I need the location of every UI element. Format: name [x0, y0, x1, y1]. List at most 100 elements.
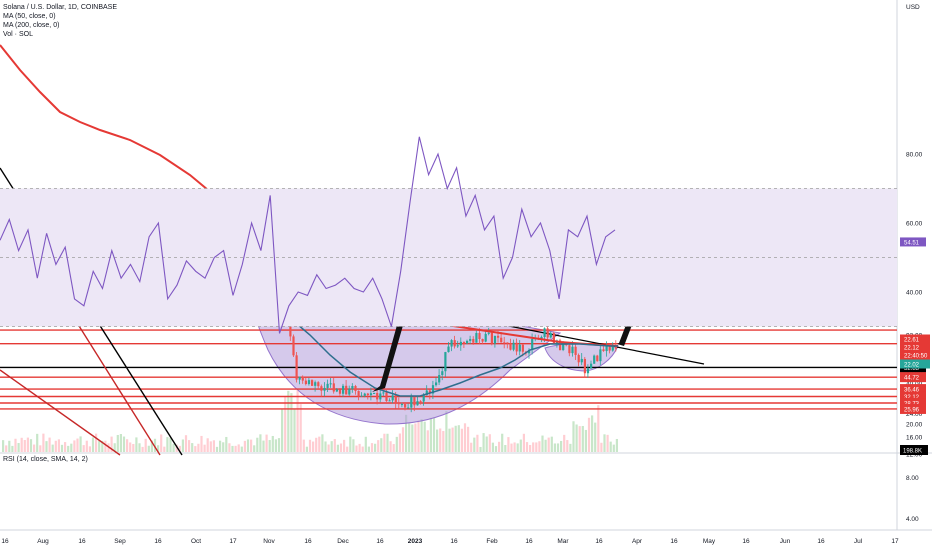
candle-body [394, 395, 397, 403]
price-level-tag [900, 384, 926, 395]
volume-bar [439, 428, 442, 452]
candle-body [338, 389, 342, 394]
volume-bar [327, 444, 330, 452]
x-tick-label: May [703, 538, 716, 545]
candle-body [369, 393, 373, 396]
volume-bar [324, 441, 327, 452]
volume-bar [79, 436, 82, 452]
candle-body [577, 354, 580, 363]
volume-bar [448, 428, 451, 452]
volume-bar [219, 440, 222, 452]
x-tick-label: 2023 [408, 538, 423, 545]
candle-body [490, 332, 493, 344]
y-tick-label: 8.00 [906, 475, 919, 482]
candle-body [456, 345, 459, 347]
volume-bar [209, 441, 212, 452]
volume-bar [594, 422, 597, 452]
volume-bar [451, 427, 454, 452]
volume-bar [231, 445, 234, 452]
volume-bar [14, 438, 17, 452]
volume-bar [587, 417, 591, 452]
volume-bar [485, 436, 488, 452]
y-tick-label: 16.00 [906, 435, 923, 442]
candle-body [431, 385, 435, 394]
candle-body [605, 345, 608, 352]
volume-bar [556, 443, 560, 452]
volume-bar [467, 426, 470, 452]
y-tick-label: 20.00 [906, 422, 923, 429]
candle-body [435, 382, 438, 386]
volume-bar [302, 439, 305, 452]
candle-body [304, 380, 307, 385]
y-tick-label: 12.00 [906, 452, 923, 459]
candle-body [497, 335, 500, 338]
volume-bar [473, 437, 476, 452]
y-tick-label: 4.00 [906, 516, 919, 523]
x-tick-label: Aug [37, 538, 49, 545]
candle-body [348, 388, 351, 395]
volume-bar [491, 442, 494, 452]
volume-bar [482, 433, 485, 452]
candle-body [487, 332, 490, 334]
price-level-tag [900, 398, 926, 409]
volume-bar [488, 434, 491, 452]
volume-bar [349, 436, 352, 452]
volume-bar [141, 446, 144, 452]
volume-bar [237, 444, 240, 452]
x-tick-label: 16 [450, 538, 458, 545]
x-tick-label: Oct [191, 538, 201, 545]
volume-bar [54, 440, 57, 452]
candle-body [478, 333, 481, 339]
volume-bar [129, 442, 132, 452]
rsi-tick-label: 40.00 [906, 290, 923, 297]
volume-bar [566, 440, 569, 452]
volume-bar [76, 438, 79, 452]
volume-bar [88, 446, 91, 452]
volume-bar [417, 420, 420, 452]
volume-bar [101, 440, 104, 452]
current-price-tag-label: 22.61 [904, 338, 920, 344]
x-tick-label: 16 [376, 538, 384, 545]
volume-bar [98, 440, 101, 452]
price-level-tag [900, 403, 926, 414]
volume-bar [51, 444, 54, 452]
volume-bar [494, 446, 498, 452]
volume-bar [318, 436, 321, 452]
candle-body [602, 349, 605, 352]
candle-body [475, 333, 478, 343]
volume-bar [184, 435, 188, 452]
volume-tag [900, 445, 928, 455]
rsi-value-tag-label: 54.51 [904, 240, 920, 246]
candle-body [295, 355, 298, 380]
volume-bar [392, 444, 395, 452]
candle-body [447, 346, 450, 353]
volume-bar [333, 439, 336, 452]
candle-body [413, 397, 416, 406]
candle-body [320, 386, 323, 391]
candle-body [317, 382, 320, 387]
volume-bar [85, 440, 88, 452]
volume-bar [336, 444, 339, 452]
volume-bar [597, 405, 600, 452]
current-price-tag-label: 22:40:50 [904, 354, 928, 360]
candle-body [385, 392, 388, 402]
x-tick-label: Feb [486, 538, 498, 545]
candle-body [379, 393, 382, 400]
volume-bar [299, 404, 302, 452]
candle-body [400, 404, 404, 406]
candle-body [301, 376, 304, 381]
current-price-tag [900, 350, 930, 360]
volume-tag-label: 198.8K [903, 449, 922, 455]
volume-bar [383, 433, 386, 452]
volume-bar [287, 390, 290, 452]
volume-bar [259, 434, 262, 452]
rsi-tick-label: 80.00 [906, 152, 923, 159]
downtrend-line-red-lower [0, 369, 121, 456]
volume-bar [330, 441, 333, 452]
volume-bar [609, 441, 612, 452]
volume-bar [5, 445, 8, 452]
volume-bar [513, 442, 516, 452]
x-tick-label: 16 [154, 538, 162, 545]
volume-bar [206, 438, 209, 452]
